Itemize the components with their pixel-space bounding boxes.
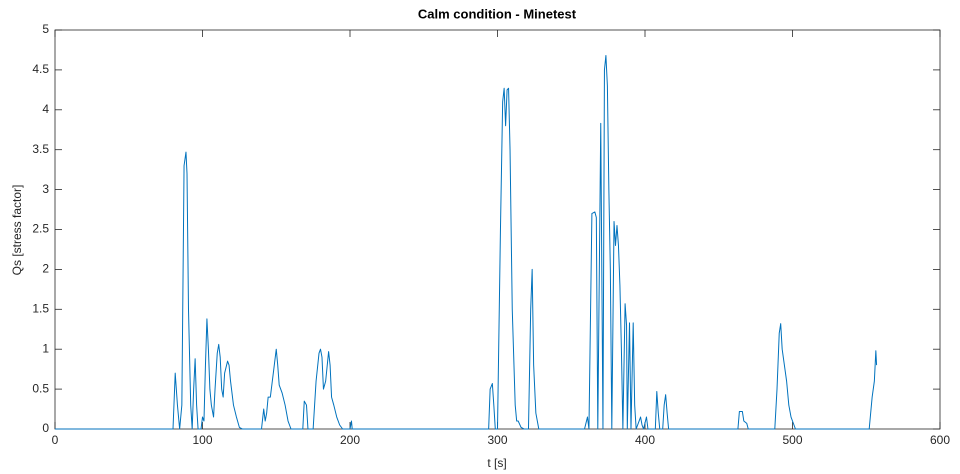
x-tick-label: 0: [52, 433, 59, 447]
y-tick-label: 3: [42, 182, 49, 196]
y-axis-label: Qs [stress factor]: [10, 185, 24, 276]
y-tick-label: 3.5: [32, 142, 49, 156]
x-axis-label: t [s]: [487, 456, 506, 470]
y-tick-label: 1.5: [32, 301, 49, 315]
y-tick-label: 4.5: [32, 62, 49, 76]
chart-title: Calm condition - Minetest: [418, 6, 577, 21]
y-tick-label: 2: [42, 262, 49, 276]
data-line: [55, 55, 878, 430]
x-tick-label: 600: [930, 433, 950, 447]
y-tick-label: 4: [42, 102, 49, 116]
x-tick-label: 200: [340, 433, 360, 447]
y-tick-label: 2.5: [32, 222, 49, 236]
x-tick-label: 500: [782, 433, 802, 447]
y-tick-label: 0: [42, 421, 49, 435]
x-tick-label: 400: [635, 433, 655, 447]
y-tick-label: 0.5: [32, 381, 49, 395]
x-tick-label: 100: [192, 433, 212, 447]
y-tick-label: 5: [42, 22, 49, 36]
x-tick-label: 300: [487, 433, 507, 447]
y-tick-label: 1: [42, 341, 49, 355]
